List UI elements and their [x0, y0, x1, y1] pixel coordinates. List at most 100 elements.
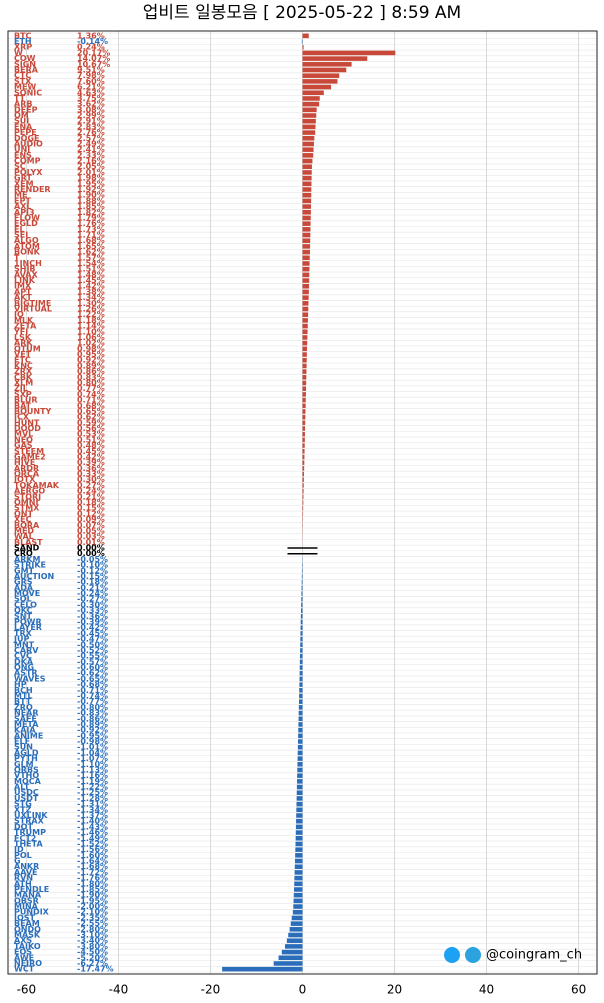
bar: [295, 859, 303, 864]
bar: [300, 631, 302, 636]
bar: [300, 648, 302, 653]
bar: [303, 426, 306, 431]
bar: [303, 182, 312, 187]
bar: [303, 210, 311, 215]
bar: [296, 825, 303, 830]
bar: [303, 170, 312, 175]
bar: [303, 56, 368, 61]
bar: [303, 409, 306, 414]
bar: [303, 432, 305, 437]
bar: [299, 705, 303, 710]
bar: [303, 352, 307, 357]
bar: [303, 347, 308, 352]
bar: [303, 176, 312, 181]
bar: [296, 836, 303, 841]
bar: [301, 597, 302, 602]
bar: [303, 392, 306, 397]
bar: [300, 665, 303, 670]
bar: [303, 438, 305, 443]
bar: [303, 142, 314, 147]
bar: [303, 119, 316, 124]
bar: [303, 130, 316, 135]
telegram-icon: [465, 947, 481, 963]
bar: [303, 159, 313, 164]
bar: [303, 421, 306, 426]
bar: [303, 455, 305, 460]
bar: [303, 147, 314, 152]
bar: [279, 955, 303, 960]
bar: [303, 199, 312, 204]
bar: [303, 102, 320, 107]
bar: [301, 591, 302, 596]
bar: [297, 773, 302, 778]
bar: [299, 716, 303, 721]
bar: [296, 830, 303, 835]
bar: [303, 113, 317, 118]
bar: [285, 944, 302, 949]
bar: [303, 221, 311, 226]
bar: [294, 899, 303, 904]
bar: [303, 233, 311, 238]
bar: [292, 916, 303, 921]
bar: [303, 193, 312, 198]
bar: [303, 483, 304, 488]
bar: [303, 381, 307, 386]
bar: [303, 204, 312, 209]
bar: [296, 819, 302, 824]
bar: [303, 329, 308, 334]
bar: [303, 261, 310, 266]
bar: [303, 358, 307, 363]
bar: [299, 688, 302, 693]
bar: [300, 642, 302, 647]
bar: [303, 295, 309, 300]
bar: [303, 364, 307, 369]
bar: [303, 45, 304, 50]
bar: [303, 136, 315, 141]
x-tick-label: -60: [17, 983, 37, 997]
bar: [303, 324, 308, 329]
bar: [303, 489, 304, 494]
bar: [303, 62, 352, 67]
bar: [303, 301, 309, 306]
twitter-icon: [444, 947, 460, 963]
bar: [288, 933, 302, 938]
bar: [300, 660, 303, 665]
bar: [287, 938, 303, 943]
bar: [303, 512, 304, 517]
bar: [303, 79, 338, 84]
bar: [303, 472, 305, 477]
bar: [303, 386, 307, 391]
bar: [303, 369, 307, 374]
bar: [303, 443, 305, 448]
bar: [303, 125, 316, 130]
bar: [303, 153, 314, 158]
bar: [303, 238, 311, 243]
bar: [303, 51, 396, 56]
bar: [291, 921, 303, 926]
bar: [293, 904, 302, 909]
bar: [303, 278, 310, 283]
bar: [298, 728, 302, 733]
bar: [303, 256, 310, 261]
bar: [300, 637, 302, 642]
bar: [297, 796, 303, 801]
bar: [303, 227, 311, 232]
bar: [295, 847, 302, 852]
bar: [298, 722, 302, 727]
bar: [303, 290, 309, 295]
bar: [295, 853, 302, 858]
bar: [300, 671, 303, 676]
bar: [303, 398, 306, 403]
watermark-text: @coingram_ch: [486, 948, 582, 963]
bar: [298, 756, 303, 761]
bar: [300, 677, 303, 682]
bar: [294, 876, 302, 881]
bar: [302, 39, 303, 44]
bar: [298, 734, 302, 739]
chart-title: 업비트 일봉모음 [ 2025-05-22 ] 8:59 AM: [143, 3, 461, 23]
bar: [301, 608, 303, 613]
bar: [297, 785, 303, 790]
bar: [303, 34, 309, 39]
bar: [303, 90, 324, 95]
